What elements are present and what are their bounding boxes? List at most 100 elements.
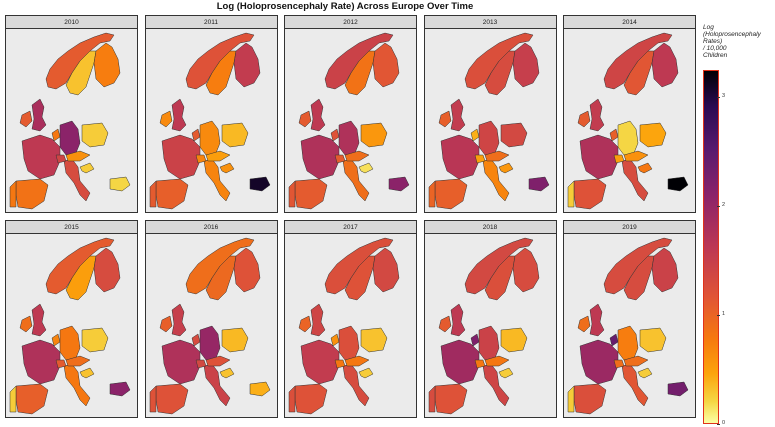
country-sweden: [205, 255, 236, 301]
country-germany: [617, 120, 639, 156]
legend-tick-label: 0: [722, 420, 726, 426]
country-croatia: [358, 162, 374, 174]
country-germany: [617, 325, 639, 361]
country-portugal: [149, 385, 156, 413]
country-croatia: [637, 162, 653, 174]
country-italy: [203, 363, 230, 407]
country-switzerland: [613, 154, 625, 164]
legend-tick-mark: [717, 315, 720, 316]
country-germany: [478, 120, 499, 156]
legend-tick-label: 2: [722, 202, 726, 209]
map-panel-2012: 2012: [284, 15, 417, 213]
country-germany: [338, 120, 360, 156]
country-uk: [310, 303, 326, 337]
europe-map: [9, 237, 131, 415]
panel-year-label: 2019: [564, 221, 695, 234]
country-france: [579, 339, 619, 385]
country-portugal: [9, 385, 17, 413]
country-ireland: [298, 110, 312, 128]
country-netherlands: [191, 128, 200, 142]
country-italy: [482, 158, 509, 202]
map-panel-2013: 2013: [423, 15, 557, 213]
panel-year-label: 2017: [285, 221, 416, 234]
country-bulgaria: [249, 176, 270, 192]
country-france: [300, 339, 340, 385]
country-italy: [621, 363, 649, 407]
country-italy: [342, 158, 370, 202]
country-france: [161, 339, 200, 385]
country-uk: [31, 303, 47, 337]
country-bulgaria: [667, 176, 689, 192]
country-portugal: [149, 180, 156, 208]
map-panel-2011: 2011: [144, 15, 278, 213]
europe-map: [288, 237, 400, 415]
country-croatia: [498, 162, 513, 174]
country-portugal: [9, 180, 17, 208]
country-ireland: [159, 315, 172, 333]
map-panel-2019: 2019: [563, 220, 696, 418]
country-italy: [203, 158, 230, 202]
country-finland: [512, 247, 539, 293]
country-portugal: [567, 385, 575, 413]
country-france: [21, 339, 61, 385]
country-netherlands: [330, 333, 340, 347]
country-austria: [65, 150, 91, 162]
country-switzerland: [55, 154, 67, 164]
legend-tick-label: 1: [722, 311, 726, 318]
country-croatia: [637, 367, 653, 379]
country-poland: [500, 327, 527, 353]
country-spain: [573, 178, 607, 210]
country-spain: [294, 178, 328, 210]
country-switzerland: [474, 359, 485, 369]
map-panel-2015: 2015: [5, 220, 138, 418]
country-spain: [155, 178, 188, 210]
country-spain: [155, 383, 188, 415]
country-austria: [344, 355, 370, 367]
legend-tick-mark: [717, 97, 720, 99]
country-ireland: [19, 110, 33, 128]
country-bulgaria: [109, 381, 131, 397]
country-sweden: [484, 50, 515, 96]
country-uk: [171, 98, 186, 132]
country-austria: [623, 355, 649, 367]
country-austria: [65, 355, 91, 367]
legend-title-line: (Holoprosencephaly: [703, 31, 761, 38]
europe-map: [9, 32, 131, 210]
country-bulgaria: [388, 176, 410, 192]
country-germany: [59, 120, 81, 156]
legend-title-line: Rates): [703, 38, 723, 45]
country-spain: [573, 383, 607, 415]
country-austria: [623, 150, 649, 162]
country-france: [579, 134, 619, 180]
country-sweden: [623, 50, 655, 96]
country-sweden: [623, 255, 655, 301]
legend-colorbar: [703, 70, 719, 424]
panel-year-label: 2013: [424, 16, 556, 29]
country-switzerland: [55, 359, 67, 369]
country-finland: [93, 42, 121, 88]
country-italy: [63, 363, 91, 407]
country-poland: [500, 122, 527, 148]
country-spain: [15, 178, 49, 210]
country-germany: [199, 120, 220, 156]
panel-year-label: 2015: [6, 221, 137, 234]
country-uk: [450, 303, 465, 337]
country-sweden: [65, 50, 97, 96]
country-poland: [639, 122, 667, 148]
country-poland: [221, 122, 248, 148]
country-finland: [372, 42, 400, 88]
legend-tick-label: 3: [722, 93, 726, 100]
country-france: [440, 339, 479, 385]
country-croatia: [358, 367, 374, 379]
map-panel-2010: 2010: [5, 15, 138, 213]
country-spain: [15, 383, 49, 415]
country-bulgaria: [528, 176, 549, 192]
country-uk: [589, 303, 605, 337]
legend-title-line: / 10,000: [703, 45, 727, 52]
country-poland: [81, 122, 109, 148]
country-austria: [205, 355, 231, 367]
legend-tick-mark: [717, 206, 720, 207]
country-france: [440, 134, 479, 180]
country-poland: [360, 327, 388, 353]
map-panel-2016: 2016: [144, 220, 278, 418]
